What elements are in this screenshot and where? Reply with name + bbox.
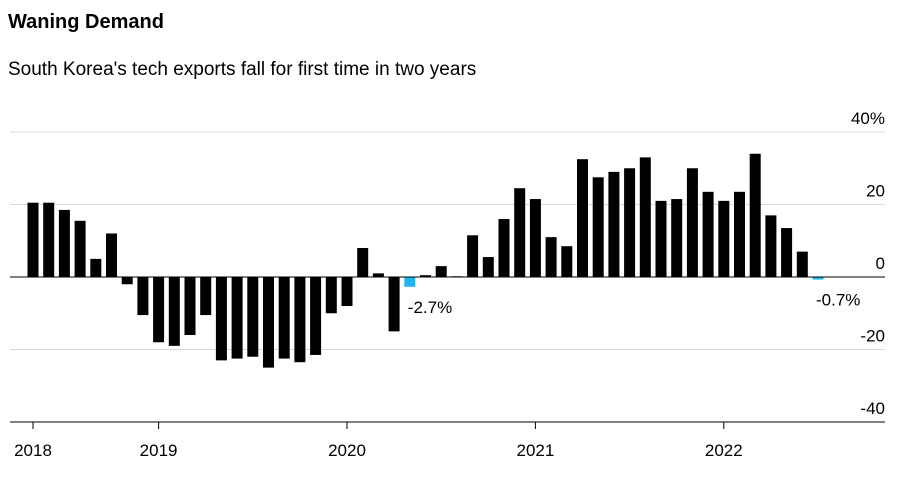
y-tick-label: -20 (860, 327, 885, 346)
bar (561, 246, 573, 277)
bar (58, 209, 70, 277)
bar (137, 277, 149, 316)
bar (812, 277, 824, 280)
bar (686, 168, 698, 277)
x-tick-label: 2021 (516, 441, 554, 460)
bar (357, 248, 369, 277)
y-tick-label: 40% (851, 109, 885, 128)
bar (671, 199, 683, 277)
bar (608, 171, 620, 277)
bar (372, 273, 384, 277)
bar (702, 191, 714, 277)
bar (655, 200, 667, 277)
bar (718, 200, 730, 277)
bar (106, 233, 117, 277)
bar (74, 220, 86, 277)
bar (294, 277, 306, 363)
bar (749, 153, 761, 277)
bar (498, 219, 510, 277)
y-tick-label: -40 (860, 399, 885, 418)
bar (435, 266, 447, 277)
bar (153, 277, 165, 343)
x-tick-label: 2019 (140, 441, 178, 460)
x-tick-label: 2018 (14, 441, 52, 460)
chart-title: Waning Demand (8, 11, 164, 33)
bar (529, 199, 541, 277)
bar (215, 277, 227, 361)
y-tick-label: 0 (876, 254, 885, 273)
bar (200, 277, 212, 316)
bar (231, 277, 243, 359)
bar (325, 277, 337, 314)
x-tick-label: 2020 (328, 441, 366, 460)
bar (341, 277, 353, 306)
value-label: -2.7% (408, 298, 452, 317)
bar (734, 191, 745, 277)
bar (184, 277, 196, 335)
bar (765, 215, 777, 277)
bar (545, 237, 557, 277)
bar (121, 277, 133, 285)
bar (467, 235, 479, 277)
chart-subtitle: South Korea's tech exports fall for firs… (8, 59, 476, 80)
bar (168, 277, 180, 346)
bar (310, 277, 322, 355)
value-label: -0.7% (816, 291, 860, 310)
bar (624, 168, 636, 277)
bar (514, 188, 526, 277)
bar (577, 159, 588, 277)
y-tick-label: 20 (866, 182, 885, 201)
bar (388, 277, 400, 332)
bar (639, 157, 651, 277)
bar (278, 277, 290, 359)
bar (90, 258, 102, 277)
bar (43, 202, 55, 277)
bar (796, 251, 808, 277)
bar (247, 277, 259, 357)
bar (404, 277, 416, 287)
bar (420, 275, 431, 277)
bar (592, 177, 604, 277)
bar (482, 257, 494, 277)
bar (263, 277, 274, 368)
x-tick-label: 2022 (705, 441, 743, 460)
bar (27, 202, 39, 277)
bar (781, 228, 793, 277)
